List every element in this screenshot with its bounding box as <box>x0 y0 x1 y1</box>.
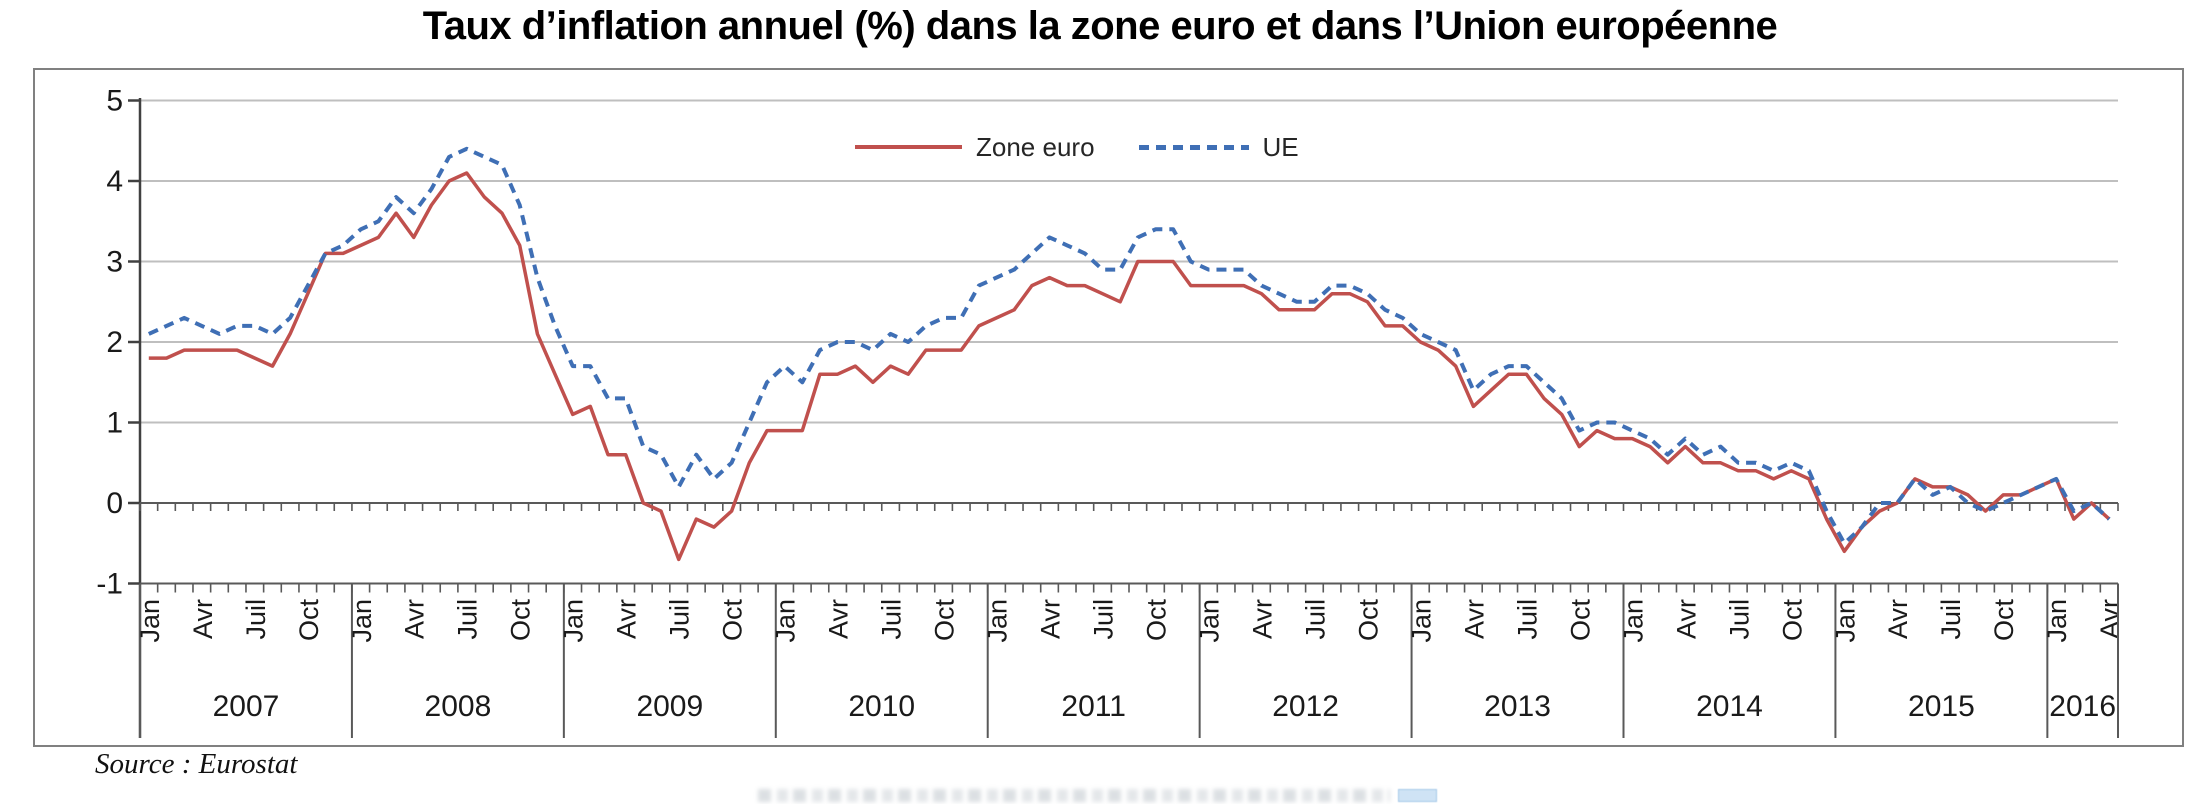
month-tick-label: Juil <box>453 599 483 640</box>
year-label: 2007 <box>213 690 280 723</box>
month-tick-label: Avr <box>400 599 430 639</box>
legend-label-ue: UE <box>1262 131 1299 162</box>
month-tick-label: Oct <box>718 599 748 642</box>
y-tick-label: 3 <box>106 246 123 279</box>
month-tick-label: Jan <box>1406 599 1436 643</box>
y-tick-label: 2 <box>106 326 123 359</box>
legend-line-zone-euro <box>855 145 962 149</box>
year-label: 2012 <box>1272 690 1339 723</box>
month-tick-label: Avr <box>188 599 218 639</box>
month-tick-label: Jan <box>135 599 165 643</box>
month-tick-label: Avr <box>612 599 642 639</box>
inflation-line-chart: 5 4 3 2 1 0 -1 Jan Avr Juil Oct 2007 Jan Avr Juil Oct 20… <box>96 85 2125 738</box>
chart-title: Taux d’inflation annuel (%) dans la zone… <box>422 4 1778 48</box>
year-label: 2015 <box>1908 690 1975 723</box>
y-tick-label: -1 <box>96 568 123 601</box>
series-ue <box>147 146 2111 546</box>
month-tick-label: Juil <box>877 599 907 640</box>
month-tick-label: Jan <box>1830 599 1860 643</box>
month-tick-label: Oct <box>294 599 324 642</box>
month-tick-label: Oct <box>506 599 536 642</box>
month-tick-label: Jan <box>2042 599 2072 643</box>
month-tick-label: Avr <box>1247 599 1277 639</box>
month-tick-label: Oct <box>1777 599 1807 642</box>
month-tick-label: Jan <box>771 599 801 643</box>
month-tick-label: Jan <box>559 599 589 643</box>
month-tick-label: Avr <box>1036 599 1066 639</box>
month-tick-label: Juil <box>1724 599 1754 640</box>
y-tick-label: 5 <box>106 85 123 118</box>
source-note: Source : Eurostat <box>95 748 298 780</box>
month-tick-label: Juil <box>1089 599 1119 640</box>
month-tick-label: Juil <box>1936 599 1966 640</box>
month-tick-label: Oct <box>1565 599 1595 642</box>
month-tick-label: Oct <box>1989 599 2019 642</box>
month-tick-label: Jan <box>1194 599 1224 643</box>
x-axis <box>139 582 2119 593</box>
chart-legend: Zone euro UE <box>855 130 1299 164</box>
y-axis: 5 4 3 2 1 0 -1 <box>96 85 142 738</box>
gridlines <box>140 99 2118 424</box>
month-tick-label: Juil <box>665 599 695 640</box>
month-tick-label: Juil <box>241 599 271 640</box>
year-label: 2013 <box>1484 690 1551 723</box>
month-tick-label: Oct <box>930 599 960 642</box>
x-axis-labels: Jan Avr Juil Oct 2007 Jan Avr Juil Oct 2008 Jan Avr… <box>135 583 2125 738</box>
month-tick-label: Avr <box>2095 599 2125 639</box>
month-tick-label: Avr <box>824 599 854 639</box>
year-label: 2010 <box>848 690 915 723</box>
year-label: 2009 <box>636 690 703 723</box>
month-tick-label: Jan <box>347 599 377 643</box>
month-tick-label: Juil <box>1300 599 1330 640</box>
cropped-blue-element <box>1398 789 1437 802</box>
chart-area: 5 4 3 2 1 0 -1 Jan Avr Juil Oct 2007 Jan Avr Juil Oct 20… <box>33 68 2184 747</box>
month-tick-label: Oct <box>1141 599 1171 642</box>
month-tick-label: Avr <box>1671 599 1701 639</box>
series-zone-euro <box>148 171 2111 562</box>
year-label: 2011 <box>1061 690 1126 723</box>
year-label: 2014 <box>1696 690 1763 723</box>
legend-line-ue <box>1138 144 1249 150</box>
legend-label-zone-euro: Zone euro <box>976 131 1095 162</box>
month-tick-label: Avr <box>1459 599 1489 639</box>
month-tick-label: Jan <box>1618 599 1648 643</box>
year-label: 2016 <box>2049 690 2116 723</box>
y-tick-label: 0 <box>106 487 123 520</box>
cropped-text-fragment <box>758 789 1390 802</box>
year-label: 2008 <box>425 690 492 723</box>
y-tick-label: 4 <box>106 165 123 198</box>
month-tick-label: Oct <box>1353 599 1383 642</box>
month-tick-label: Juil <box>1512 599 1542 640</box>
month-tick-label: Jan <box>983 599 1013 643</box>
y-tick-label: 1 <box>106 407 123 440</box>
month-tick-label: Avr <box>1883 599 1913 639</box>
